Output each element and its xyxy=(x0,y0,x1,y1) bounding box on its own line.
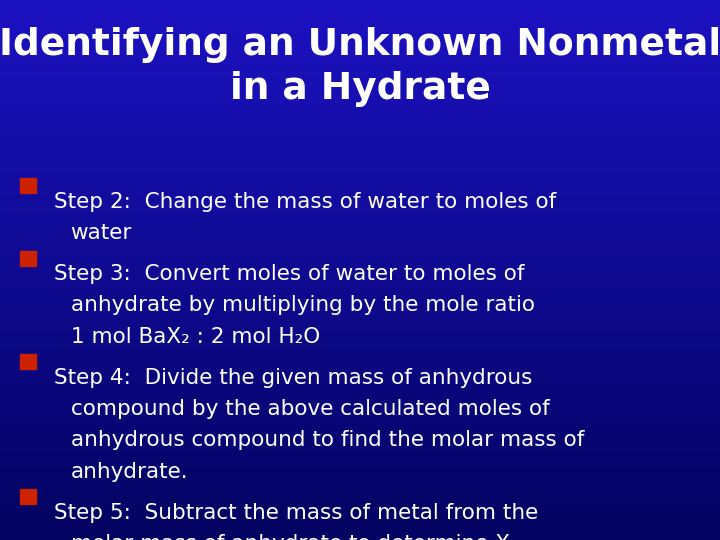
Text: Step 2:  Change the mass of water to moles of: Step 2: Change the mass of water to mole… xyxy=(54,192,557,212)
Text: compound by the above calculated moles of: compound by the above calculated moles o… xyxy=(71,399,549,419)
Text: anhydrous compound to find the molar mass of: anhydrous compound to find the molar mas… xyxy=(71,430,584,450)
Text: Step 4:  Divide the given mass of anhydrous: Step 4: Divide the given mass of anhydro… xyxy=(54,368,532,388)
Text: anhydrate.: anhydrate. xyxy=(71,462,188,482)
Text: Step 5:  Subtract the mass of metal from the: Step 5: Subtract the mass of metal from … xyxy=(54,503,539,523)
Bar xyxy=(20,489,36,504)
Text: anhydrate by multiplying by the mole ratio: anhydrate by multiplying by the mole rat… xyxy=(71,295,534,315)
Bar xyxy=(20,251,36,266)
Text: water: water xyxy=(71,223,132,243)
Bar xyxy=(20,178,36,193)
Text: 1 mol BaX₂ : 2 mol H₂O: 1 mol BaX₂ : 2 mol H₂O xyxy=(71,327,320,347)
Text: Identifying an Unknown Nonmetal
in a Hydrate: Identifying an Unknown Nonmetal in a Hyd… xyxy=(0,27,720,107)
Text: molar mass of anhydrate to determine X: molar mass of anhydrate to determine X xyxy=(71,534,510,540)
Text: Step 3:  Convert moles of water to moles of: Step 3: Convert moles of water to moles … xyxy=(54,264,524,284)
Bar xyxy=(20,354,36,369)
